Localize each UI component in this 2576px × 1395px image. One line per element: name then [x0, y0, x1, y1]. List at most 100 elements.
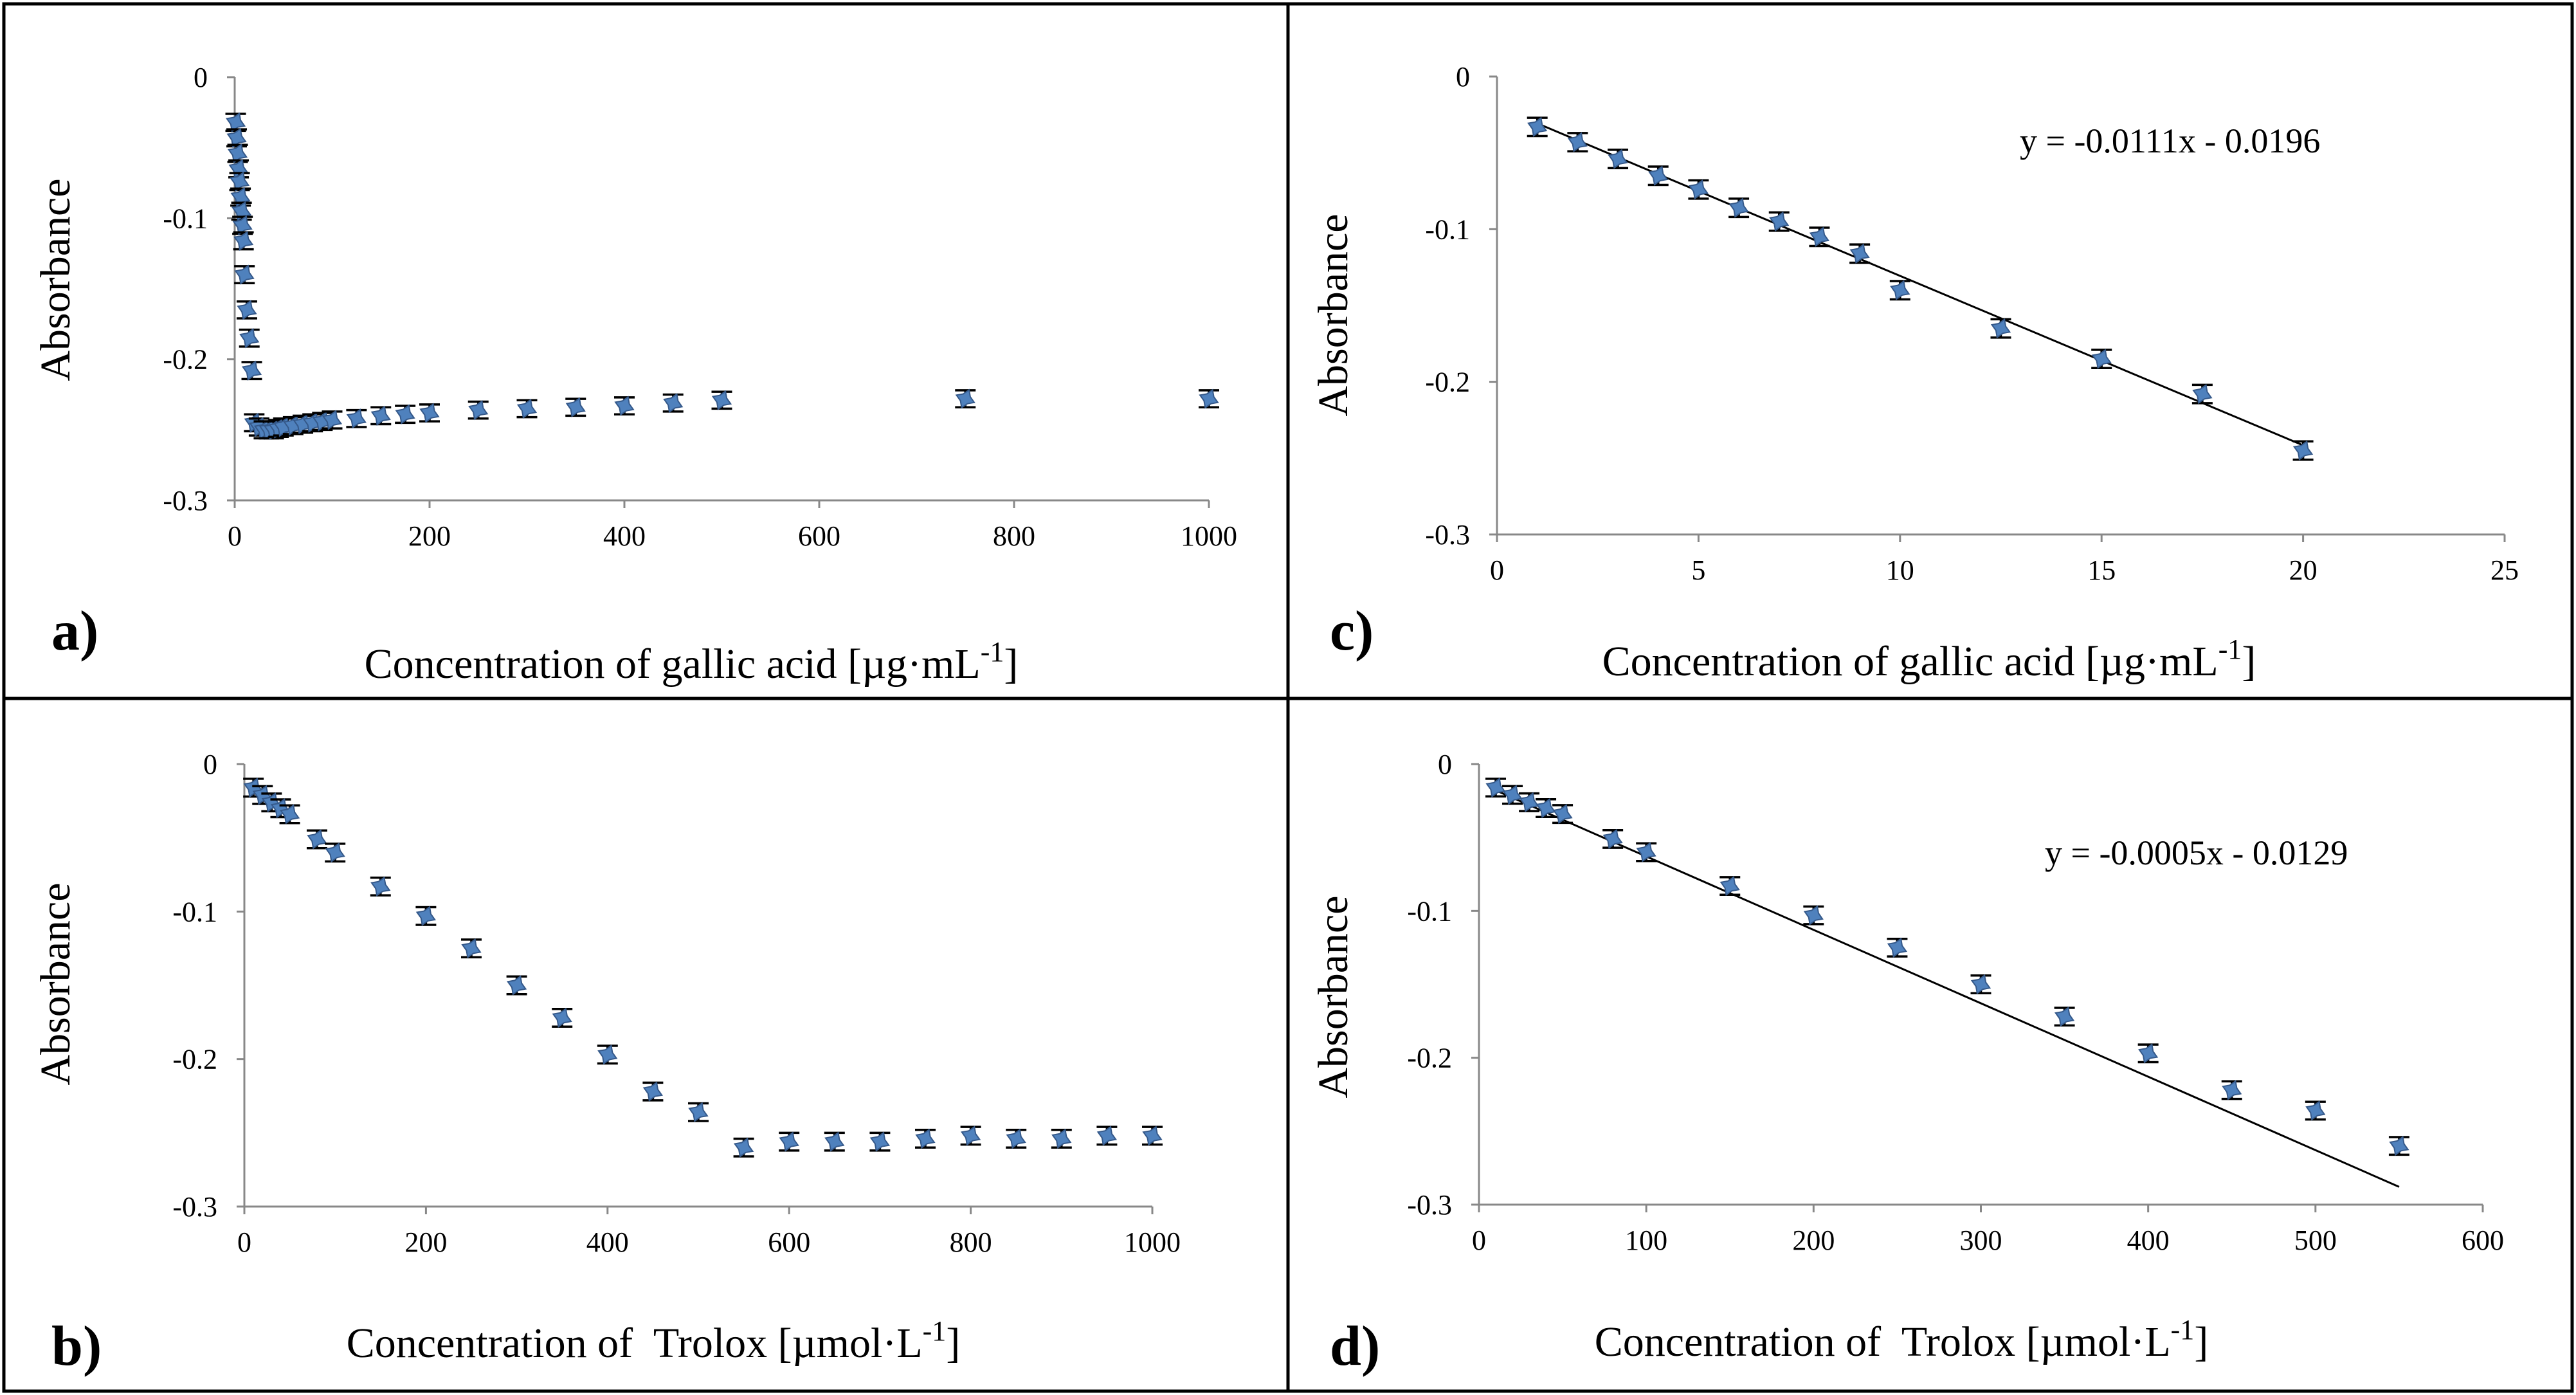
panel-b-data-point [688, 1102, 709, 1122]
panel-d-ylabel: Absorbance [1310, 895, 1357, 1098]
panel-b-data-point [597, 1044, 618, 1065]
panel-b: 0 -0.1 -0.2 -0.3 0 200 400 600 800 1000 b) Concen… [32, 749, 1181, 1378]
panel-c-xtick-label: 10 [1886, 554, 1914, 586]
panel-c-data-point [1527, 116, 1548, 137]
panel-b-xtick-label: 1000 [1124, 1226, 1181, 1258]
panel-c-equation: y = -0.0111x - 0.0196 [2020, 122, 2320, 160]
panel-a-data-point [322, 410, 343, 430]
panel-a-data-point [233, 230, 254, 251]
panel-d-ytick-label: 0 [1438, 749, 1452, 780]
panel-d-xlabel-end: ] [2194, 1318, 2208, 1365]
panel-d-data-point [1485, 777, 1506, 798]
panel-d-data-point [1970, 974, 1991, 995]
panel-c-data-point [2192, 384, 2213, 405]
panel-b-data-point [915, 1128, 936, 1149]
panel-a-xtick-label: 400 [603, 520, 646, 552]
panel-d-data-point [1502, 785, 1523, 805]
panel-b-xtick-label: 600 [768, 1226, 810, 1258]
panel-b-data-point [279, 804, 300, 825]
panel-d-data-point [1602, 828, 1623, 850]
panel-c-ytick-label: -0.1 [1425, 214, 1470, 245]
panel-c-ylabel: Absorbance [1310, 214, 1357, 416]
panel-a-data-point [346, 408, 367, 429]
panel-b-data-point [415, 906, 437, 926]
panel-d-data-point [1636, 842, 1656, 862]
panel-d-xtick-label: 0 [1472, 1225, 1486, 1256]
panel-b-xlabel-main: Concentration of Trolox [µmol·L [347, 1320, 923, 1367]
panel-d-data-point [2138, 1043, 2159, 1064]
panel-a-xtick-label: 800 [993, 520, 1035, 552]
panel-a-xtick-label: 200 [408, 520, 451, 552]
panel-a-data-point [711, 390, 732, 410]
panel-b-plot: 0 -0.1 -0.2 -0.3 0 200 400 600 800 1000 [172, 749, 1181, 1258]
panel-d-data-point [2222, 1080, 2242, 1100]
panel-a-data-point [370, 405, 391, 426]
panel-b-data-point [642, 1081, 664, 1102]
panel-c-xtick-label: 20 [2289, 554, 2317, 586]
panel-b-xtick-label: 0 [237, 1226, 251, 1258]
panel-d-xlabel-main: Concentration of Trolox [µmol·L [1595, 1318, 2171, 1365]
panel-d-data-point [1887, 937, 1908, 958]
panel-b-data-point [307, 829, 327, 850]
panel-b-data-point [461, 938, 482, 959]
panel-c-data-point [1849, 243, 1870, 264]
panel-c-xtick-label: 25 [2490, 554, 2519, 586]
panel-d-ytick-label: -0.3 [1407, 1189, 1452, 1221]
panel-b-data-point [325, 842, 345, 863]
panel-a-xlabel-main: Concentration of gallic acid [µg·mL [365, 641, 981, 688]
panel-b-xlabel-sup: -1 [923, 1315, 947, 1347]
panel-a-xtick-label: 0 [228, 520, 242, 552]
panel-c-xlabel-main: Concentration of gallic acid [µg·mL [1602, 638, 2218, 685]
panel-b-xtick-label: 200 [404, 1226, 447, 1258]
panel-d: 0 -0.1 -0.2 -0.3 0 100 200 300 400 500 600 d) Conc… [1310, 749, 2504, 1378]
panel-a-xtick-label: 1000 [1181, 520, 1237, 552]
panel-a-data-point [565, 397, 586, 417]
panel-c-ytick-label: 0 [1456, 61, 1470, 93]
panel-b-ytick-label: -0.1 [172, 896, 217, 927]
panel-d-xtick-label: 200 [1792, 1225, 1835, 1256]
panel-a-xtick-label: 600 [798, 520, 840, 552]
panel-d-xlabel: Concentration of Trolox [µmol·L-1] [1595, 1314, 2209, 1365]
panel-a-ylabel: Absorbance [32, 178, 79, 381]
panel-a-xlabel-sup: -1 [981, 636, 1004, 668]
panel-a-data-point [234, 264, 255, 285]
panel-b-xlabel-end: ] [946, 1320, 960, 1367]
panel-d-xtick-label: 400 [2127, 1225, 2170, 1256]
panel-d-data-point [1536, 798, 1556, 819]
panel-a: 0 -0.1 -0.2 -0.3 0 200 400 600 800 1000 a) Concen… [32, 62, 1237, 688]
panel-a-ytick-label: 0 [194, 62, 208, 93]
panel-b-data-point [1142, 1126, 1163, 1146]
panel-c-data-point [1567, 132, 1588, 152]
panel-b-data-point [869, 1131, 891, 1152]
panel-b-data-point [779, 1131, 799, 1152]
panel-b-data-point [824, 1131, 845, 1152]
panel-d-data-point [1803, 905, 1824, 925]
panel-a-data-point [614, 396, 635, 416]
panel-a-data-point [239, 328, 260, 349]
panel-b-data-point [243, 778, 264, 798]
panel-b-data-point [1051, 1128, 1072, 1149]
panel-a-ytick-label: -0.1 [163, 203, 208, 234]
panel-b-xtick-label: 800 [950, 1226, 992, 1258]
panel-c-data-point [2091, 349, 2112, 369]
panel-c-data-point [1648, 165, 1669, 186]
panel-d-plot: 0 -0.1 -0.2 -0.3 0 100 200 300 400 500 600 [1407, 749, 2504, 1256]
panel-b-xtick-label: 400 [586, 1226, 629, 1258]
panel-d-equation: y = -0.0005x - 0.0129 [2045, 834, 2348, 872]
panel-a-data-point [663, 393, 684, 414]
panel-d-data-point [2305, 1100, 2326, 1121]
panel-a-data-point [1199, 388, 1219, 409]
panel-b-data-point [506, 975, 527, 996]
panel-a-xlabel: Concentration of gallic acid [µg·mL-1] [365, 636, 1019, 688]
panel-c-data-point [2292, 440, 2314, 461]
panel-c-plot: 0 -0.1 -0.2 -0.3 0 5 10 15 20 25 [1425, 61, 2519, 586]
panel-b-data-point [552, 1007, 572, 1028]
panel-a-data-point [419, 403, 440, 423]
panel-c-xtick-label: 5 [1691, 554, 1705, 586]
panel-d-xtick-label: 500 [2294, 1225, 2337, 1256]
panel-a-ytick-label: -0.2 [163, 344, 208, 376]
panel-b-data-point [270, 798, 291, 819]
panel-c: 0 -0.1 -0.2 -0.3 0 5 10 15 20 25 c) Concentration… [1310, 61, 2519, 685]
panel-c-data-point [1728, 197, 1749, 218]
panel-a-data-point [955, 388, 975, 409]
